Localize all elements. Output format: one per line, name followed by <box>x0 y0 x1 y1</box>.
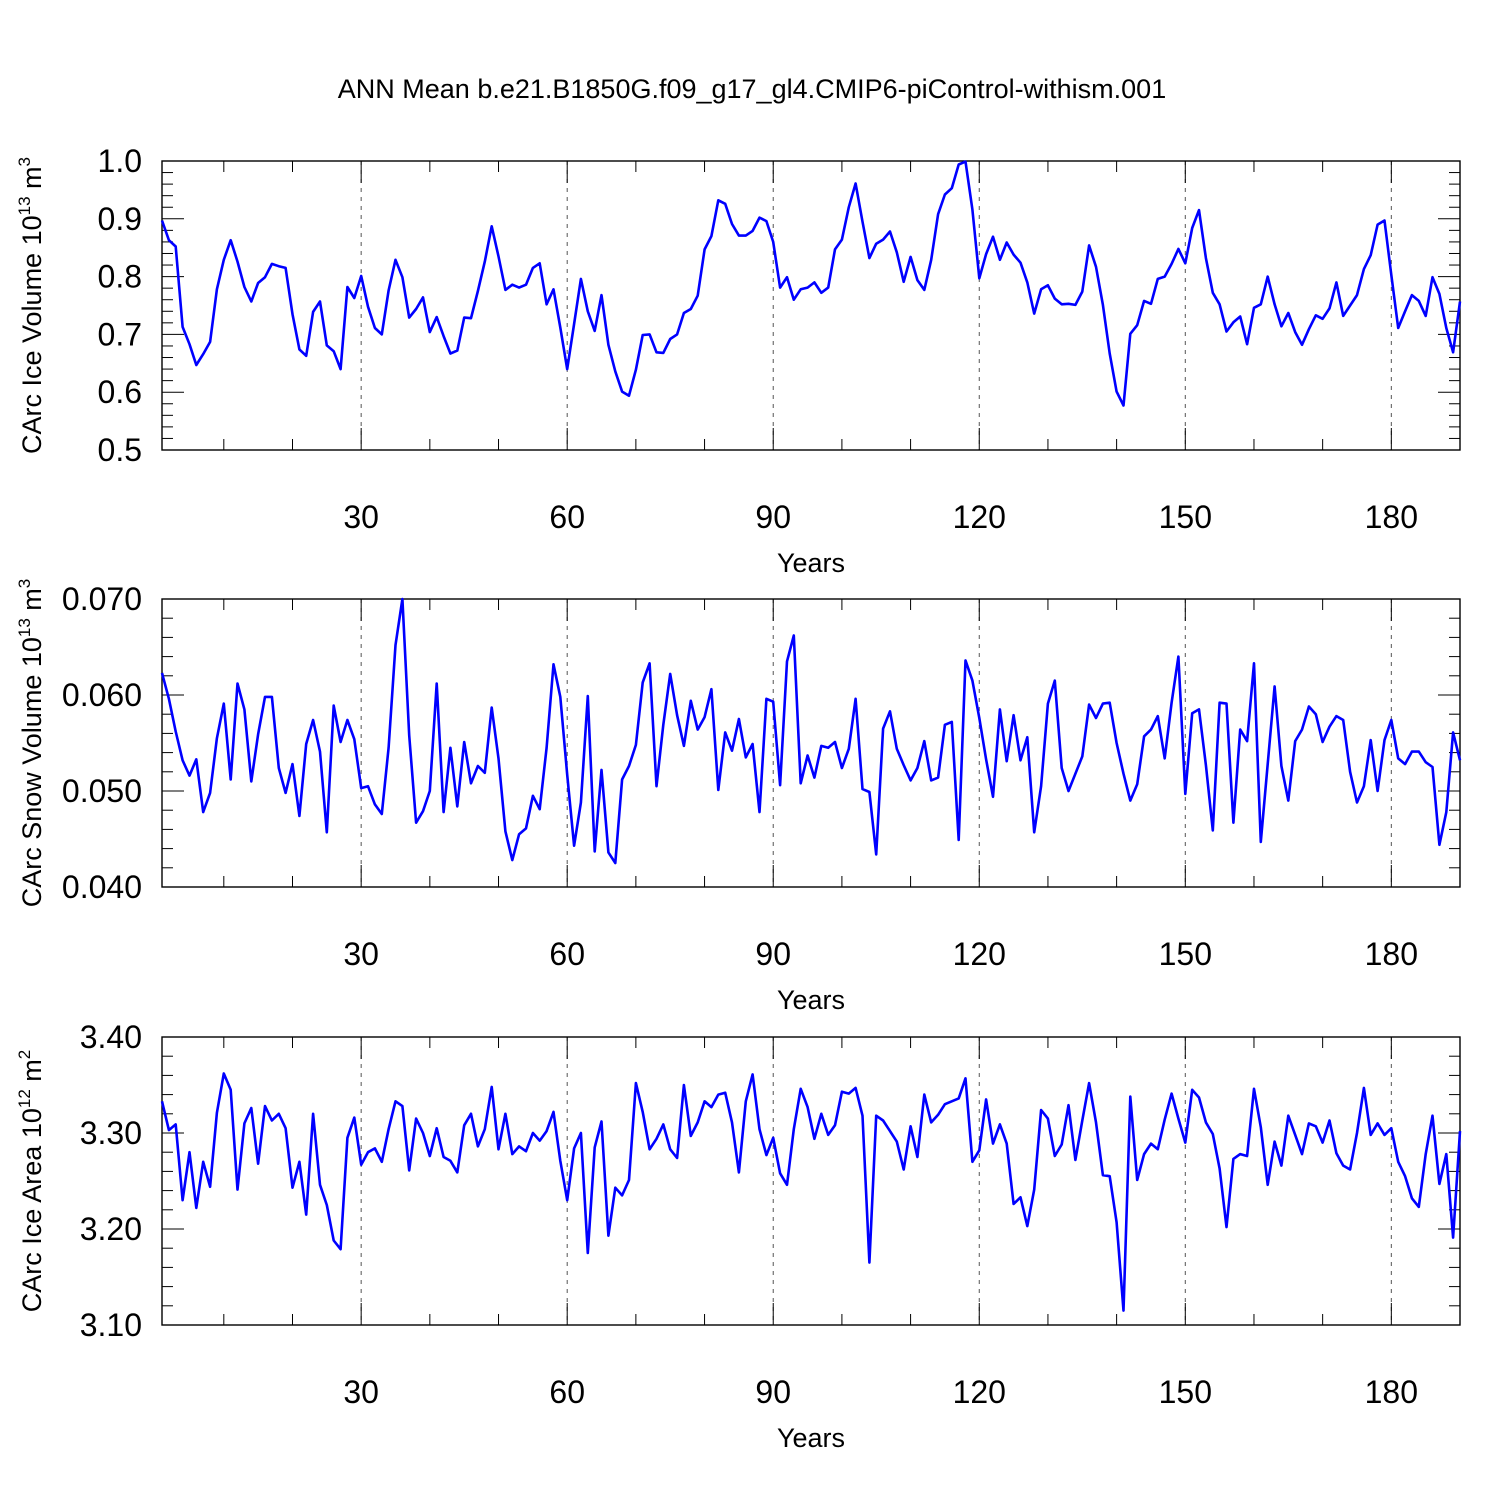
chart-title: ANN Mean b.e21.B1850G.f09_g17_gl4.CMIP6-… <box>338 74 1166 104</box>
y-axis-title: CArc Ice Area 1012 m2 <box>15 1050 47 1313</box>
x-axis-title: Years <box>777 1423 845 1453</box>
y-tick-label: 0.6 <box>98 374 142 410</box>
series-line <box>160 1072 1462 1312</box>
x-tick-label: 90 <box>755 499 791 535</box>
x-tick-label: 180 <box>1365 1374 1418 1410</box>
x-tick-label: 60 <box>549 936 585 972</box>
x-tick-label: 120 <box>953 499 1006 535</box>
x-tick-label: 120 <box>953 936 1006 972</box>
x-tick-label: 30 <box>343 936 379 972</box>
series-line <box>160 597 1462 865</box>
panel-1: 0.5 0.6 0.7 0.8 0.9 1.0 30 60 90 120 150 180 Years CA… <box>15 143 1462 578</box>
y-tick-label: 3.40 <box>80 1019 142 1055</box>
x-tick-label: 120 <box>953 1374 1006 1410</box>
x-tick-label: 180 <box>1365 936 1418 972</box>
plot-frame <box>161 1036 1461 1326</box>
x-tick-label: 90 <box>755 1374 791 1410</box>
y-tick-label: 3.20 <box>80 1211 142 1247</box>
y-tick-label: 1.0 <box>98 143 142 179</box>
x-tick-label: 150 <box>1159 499 1212 535</box>
x-tick-label: 90 <box>755 936 791 972</box>
y-tick-label: 0.7 <box>98 316 142 352</box>
y-axis-title: CArc Ice Volume 1013 m3 <box>15 157 47 454</box>
panel-3: 3.10 3.20 3.30 3.40 30 60 90 120 150 180 Years CArc… <box>15 1019 1462 1453</box>
y-tick-label: 0.060 <box>62 677 142 713</box>
y-tick-label: 3.10 <box>80 1307 142 1343</box>
x-axis-title: Years <box>777 548 845 578</box>
x-tick-label: 60 <box>549 499 585 535</box>
x-tick-label: 30 <box>343 1374 379 1410</box>
y-tick-label: 0.040 <box>62 869 142 905</box>
y-tick-label: 0.5 <box>98 432 142 468</box>
series-line <box>160 160 1462 407</box>
x-tick-label: 30 <box>343 499 379 535</box>
y-tick-label: 0.050 <box>62 773 142 809</box>
x-tick-label: 150 <box>1159 936 1212 972</box>
y-axis-title: CArc Snow Volume 1013 m3 <box>15 579 47 908</box>
y-tick-label: 0.070 <box>62 581 142 617</box>
plot-frame <box>161 598 1461 888</box>
y-tick-label: 0.8 <box>98 259 142 295</box>
plot-frame <box>161 160 1461 451</box>
y-tick-label: 0.9 <box>98 201 142 237</box>
panel-2: 0.040 0.050 0.060 0.070 30 60 90 120 150 180 Years… <box>15 579 1462 1015</box>
x-axis-title: Years <box>777 985 845 1015</box>
x-tick-label: 150 <box>1159 1374 1212 1410</box>
y-tick-label: 3.30 <box>80 1115 142 1151</box>
x-tick-label: 60 <box>549 1374 585 1410</box>
x-tick-label: 180 <box>1365 499 1418 535</box>
